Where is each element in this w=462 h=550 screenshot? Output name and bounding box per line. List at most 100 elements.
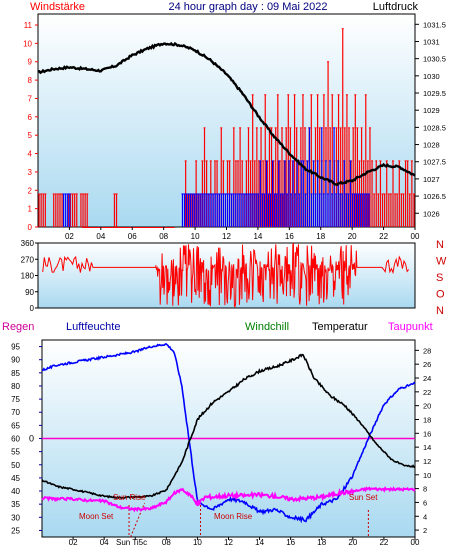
panel1-x-axis: 02 04 06 08 10 12 14 16 18 20 22 00 <box>65 227 420 241</box>
pressure-tick-label: 1028.5 <box>423 123 446 132</box>
x-tick-label: 22 <box>379 232 388 241</box>
x-tick-label: 00 <box>411 538 420 547</box>
x-tick-label: 08 <box>159 232 168 241</box>
wind-tick-label: 4 <box>28 150 33 159</box>
humidity-tick-label: 65 <box>11 421 20 430</box>
direction-line <box>42 243 410 309</box>
x-tick-label: 12 <box>222 232 231 241</box>
rain-zero-label: 0 <box>29 434 34 444</box>
astro-events <box>128 502 369 538</box>
humidity-tick-label: 40 <box>11 487 20 496</box>
temperature-tick-label: 20 <box>423 402 431 411</box>
compass-label: S <box>436 272 443 284</box>
x-tick-label: 06 <box>128 232 137 241</box>
direction-tick-label: 270 <box>21 255 35 264</box>
x-tick-label: 16 <box>286 538 295 547</box>
humidity-tick-label: 85 <box>11 369 20 378</box>
panel3-x-axis: 02 04 08 10 12 14 16 18 20 22 00 <box>69 537 420 547</box>
pressure-label: Luftdruck <box>373 1 419 13</box>
pressure-tick-label: 1030 <box>423 72 440 81</box>
x-tick-label: 20 <box>348 232 357 241</box>
humidity-y-axis: 25 30 35 40 45 50 55 60 65 70 75 80 85 90 95 <box>11 343 42 535</box>
x-tick-label: 14 <box>255 538 264 547</box>
pressure-tick-label: 1026.5 <box>423 192 446 201</box>
temperature-tick-label: 16 <box>423 429 431 438</box>
pressure-y-axis: 1026 1026.5 1027 1027.5 1028 1028.5 1029 1029.5… <box>415 20 446 218</box>
wind-tick-label: 1 <box>28 205 33 214</box>
pressure-tick-label: 1030.5 <box>423 55 446 64</box>
temperature-tick-label: 18 <box>423 415 431 424</box>
temperature-tick-label: 4 <box>423 512 427 521</box>
humidity-tick-label: 90 <box>11 356 20 365</box>
direction-tick-label: 0 <box>30 304 35 313</box>
humidity-tick-label: 25 <box>11 526 20 535</box>
humidity-tick-label: 70 <box>11 408 20 417</box>
sun-set-label: Sun Set <box>349 493 378 502</box>
wind-tick-label: 11 <box>24 21 33 30</box>
humidity-tick-label: 45 <box>11 474 20 483</box>
temperature-tick-label: 22 <box>423 388 431 397</box>
pressure-tick-label: 1028 <box>423 141 440 150</box>
x-tick-label: 10 <box>193 538 202 547</box>
x-tick-label: 16 <box>285 232 294 241</box>
wind-tick-label: 2 <box>28 186 33 195</box>
pressure-tick-label: 1031 <box>423 37 440 46</box>
moon-set-label: Moon Set <box>79 512 114 521</box>
wind-y-axis: 0 1 2 3 4 5 6 7 8 9 10 11 <box>23 21 38 232</box>
wind-tick-label: 5 <box>28 131 33 140</box>
pressure-tick-label: 1027.5 <box>423 158 446 167</box>
pressure-tick-label: 1026 <box>423 209 440 218</box>
humidity-tick-label: 35 <box>11 500 20 509</box>
pressure-line <box>37 41 416 187</box>
wind-bars <box>38 28 415 228</box>
humidity-label: Luftfeuchte <box>66 321 120 333</box>
wind-tick-label: 8 <box>28 76 33 85</box>
moon-rise-label: Moon Rise <box>214 512 253 521</box>
x-tick-label: 20 <box>348 538 357 547</box>
x-tick-label: 04 <box>100 538 109 547</box>
x-tick-label: 02 <box>69 538 78 547</box>
x-tick-label: 12 <box>224 538 233 547</box>
direction-series-line <box>42 243 410 309</box>
compass-label: W <box>436 256 447 268</box>
x-tick-label: 18 <box>316 232 325 241</box>
humidity-tick-label: 80 <box>11 382 20 391</box>
pressure-tick-label: 1029 <box>423 106 440 115</box>
chart-title: 24 hour graph day : 09 Mai 2022 <box>168 1 327 13</box>
wind-tick-label: 6 <box>28 113 33 122</box>
temperature-tick-label: 28 <box>423 346 431 355</box>
humidity-tick-label: 95 <box>11 343 20 352</box>
x-tick-label: 02 <box>65 232 74 241</box>
pressure-tick-label: 1031.5 <box>423 20 446 29</box>
x-tick-label: 18 <box>317 538 326 547</box>
direction-tick-label: 90 <box>25 288 34 297</box>
dewpoint-series-line <box>41 486 416 513</box>
x-tick-label: 00 <box>411 232 420 241</box>
temperature-tick-label: 26 <box>423 360 431 369</box>
x-tick-label: 10 <box>191 232 200 241</box>
rain-label: Regen <box>2 321 34 333</box>
humidity-tick-label: 55 <box>11 448 20 457</box>
temperature-tick-label: 12 <box>423 457 431 466</box>
humidity-tick-label: 30 <box>11 513 20 522</box>
temperature-label: Temperatur <box>312 321 368 333</box>
sun-ticks-label: Sun Ti5c <box>116 538 147 547</box>
temperature-series-line <box>41 353 416 500</box>
humidity-tick-label: 50 <box>11 461 20 470</box>
humidity-tick-label: 75 <box>11 395 20 404</box>
temperature-tick-label: 2 <box>423 526 427 535</box>
temperature-tick-label: 6 <box>423 498 427 507</box>
humidity-tick-label: 60 <box>11 435 20 444</box>
direction-tick-label: 360 <box>21 239 35 248</box>
x-tick-label: 04 <box>96 232 105 241</box>
panel1-plot-area <box>37 13 416 228</box>
temperature-tick-label: 14 <box>423 443 431 452</box>
compass-label: O <box>436 289 445 301</box>
climate-lines <box>41 342 416 524</box>
compass-label: N <box>436 305 444 317</box>
